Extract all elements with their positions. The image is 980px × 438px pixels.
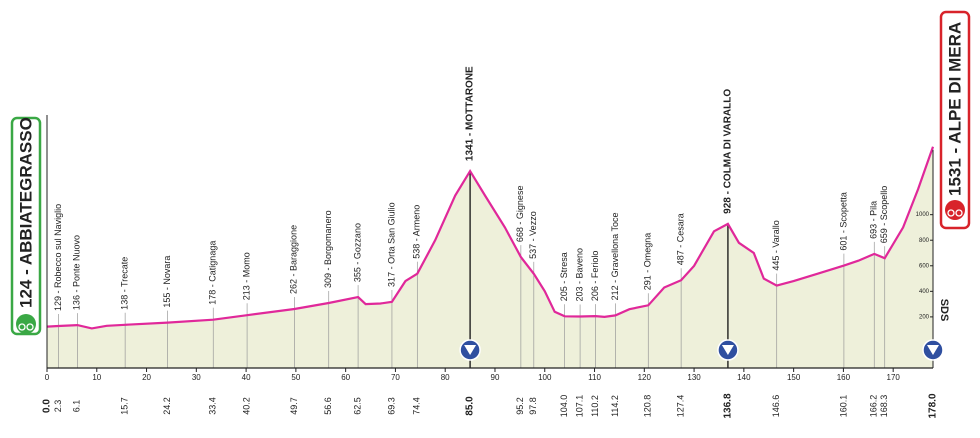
y-tick-label: 800 xyxy=(919,238,930,244)
km-label: 56.6 xyxy=(323,397,333,415)
waypoint-label: 155 - Novara xyxy=(162,256,172,308)
finish-icon-wheel xyxy=(947,209,955,217)
km-label: 120.8 xyxy=(643,395,653,418)
start-label: 124 - ABBIATEGRASSO xyxy=(16,117,35,308)
x-tick-label: 20 xyxy=(142,373,151,382)
km-label: 107.1 xyxy=(574,395,584,418)
waypoint-label: 178 - Catignaga xyxy=(208,241,218,305)
km-label: 69.3 xyxy=(386,397,396,415)
km-label: 178.0 xyxy=(928,393,939,418)
waypoint-label: 487 - Cesara xyxy=(676,213,686,265)
km-label: 74.4 xyxy=(412,397,422,415)
km-label: 0.0 xyxy=(42,399,53,413)
km-label: 104.0 xyxy=(559,395,569,418)
km-label: 110.2 xyxy=(590,395,600,417)
km-label: 6.1 xyxy=(72,400,82,413)
km-label: 160.1 xyxy=(838,395,848,418)
summit-label: 928 - COLMA DI VARALLO xyxy=(723,89,734,214)
profile-area xyxy=(47,146,933,368)
km-label: 49.7 xyxy=(289,397,299,415)
km-label: 85.0 xyxy=(465,396,476,416)
y-tick-label: 1000 xyxy=(916,212,930,218)
waypoint-label: 355 - Gozzano xyxy=(352,223,362,282)
km-label: 40.2 xyxy=(241,397,251,415)
summit-label: 1341 - MOTTARONE xyxy=(465,66,476,161)
waypoint-label: 309 - Borgomanero xyxy=(323,210,333,288)
km-label: 168.3 xyxy=(879,395,889,418)
finish-label: 1531 - ALPE DI MERA xyxy=(945,22,964,196)
x-tick-label: 130 xyxy=(687,373,701,382)
km-label: 95.2 xyxy=(515,397,525,415)
x-tick-label: 10 xyxy=(92,373,101,382)
waypoint-label: 136 - Ponte Nuovo xyxy=(72,235,82,310)
x-tick-label: 30 xyxy=(192,373,201,382)
waypoint-label: 205 - Stresa xyxy=(559,252,569,301)
waypoint-label: 206 - Feriolo xyxy=(590,251,600,302)
gpm-marker-icon xyxy=(464,345,477,355)
km-label: 136.8 xyxy=(723,393,734,418)
km-label: 33.4 xyxy=(208,397,218,415)
finish-icon xyxy=(945,200,965,220)
finish-icon-wheel xyxy=(955,209,963,217)
waypoint-label: 659 - Scopello xyxy=(879,186,889,244)
x-tick-label: 50 xyxy=(291,373,300,382)
x-tick-label: 0 xyxy=(45,373,50,382)
waypoint-label: 538 - Armeno xyxy=(412,205,422,259)
km-label: 114.2 xyxy=(610,395,620,417)
waypoint-label: 203 - Baveno xyxy=(574,248,584,302)
waypoint-label: 537 - Vezzo xyxy=(528,211,538,259)
km-label: 97.8 xyxy=(528,397,538,415)
km-label: 15.7 xyxy=(120,397,130,415)
waypoint-label: 212 - Gravellona Toce xyxy=(610,212,620,300)
x-tick-label: 150 xyxy=(787,373,801,382)
waypoint-label: 138 - Trecate xyxy=(120,257,130,310)
x-tick-label: 120 xyxy=(638,373,652,382)
start-icon xyxy=(16,314,36,334)
waypoint-label: 668 - Gignese xyxy=(515,186,525,243)
km-label: 146.6 xyxy=(771,395,781,418)
x-tick-label: 60 xyxy=(341,373,350,382)
waypoint-label: 129 - Robecco sul Naviglio xyxy=(53,204,63,311)
profile-line xyxy=(46,146,935,330)
waypoint-label: 693 - Pila xyxy=(869,201,879,239)
x-tick-label: 160 xyxy=(837,373,851,382)
x-tick-label: 40 xyxy=(242,373,251,382)
km-label: 62.5 xyxy=(352,397,362,415)
km-label: 127.4 xyxy=(676,395,686,418)
gpm-marker-icon xyxy=(927,345,939,355)
waypoint-label: 601 - Scopetta xyxy=(838,192,848,251)
finish-box xyxy=(939,10,971,230)
x-tick-label: 170 xyxy=(887,373,901,382)
y-axis-label: SDS xyxy=(938,299,950,322)
waypoint-label: 445 - Varallo xyxy=(771,220,781,270)
start-icon-wheel xyxy=(18,323,26,331)
km-label: 166.2 xyxy=(869,395,879,418)
x-tick-label: 100 xyxy=(538,373,552,382)
y-tick-label: 200 xyxy=(919,314,930,320)
gpm-marker-icon xyxy=(721,345,734,355)
waypoint-label: 213 - Momo xyxy=(241,252,251,300)
x-tick-label: 90 xyxy=(491,373,500,382)
x-tick-label: 70 xyxy=(391,373,400,382)
waypoint-label: 262 - Baraggione xyxy=(289,225,299,294)
y-tick-label: 400 xyxy=(919,289,930,295)
x-tick-label: 140 xyxy=(737,373,751,382)
x-tick-label: 80 xyxy=(441,373,450,382)
y-tick-label: 600 xyxy=(919,263,930,269)
x-tick-label: 110 xyxy=(588,373,601,382)
km-label: 2.3 xyxy=(53,400,63,413)
km-label: 24.2 xyxy=(162,397,172,415)
waypoint-label: 317 - Orta San Giulio xyxy=(386,202,396,287)
waypoint-label: 291 - Omegna xyxy=(643,233,653,291)
start-icon-wheel xyxy=(26,323,34,331)
